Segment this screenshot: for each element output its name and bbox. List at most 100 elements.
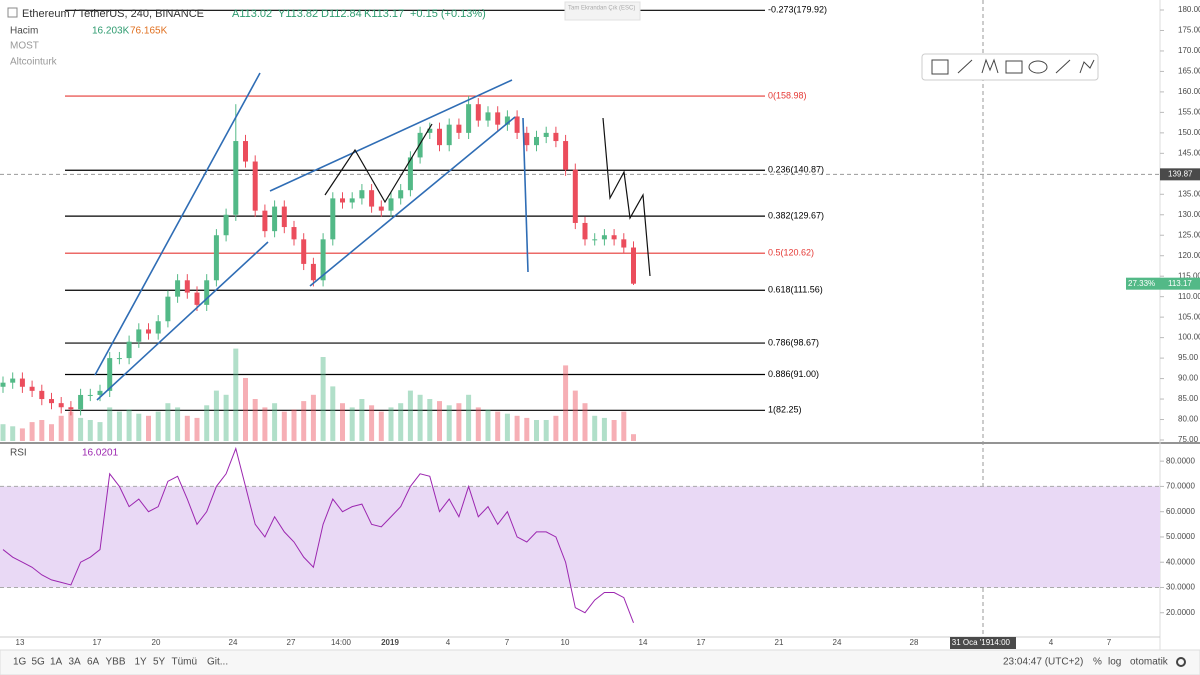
rsi-band (0, 486, 1160, 588)
volume-bar (281, 411, 287, 441)
indicator-name[interactable]: Altcointurk (10, 57, 58, 68)
ohlc-high: Y113.82 (278, 8, 318, 20)
volume-bar (534, 420, 539, 441)
tool-icon[interactable] (1079, 59, 1095, 74)
volume-bar (146, 415, 151, 441)
log-toggle[interactable]: log (1108, 657, 1121, 668)
crosshair-label: 139.87 (1168, 169, 1193, 178)
volume-bar (262, 407, 268, 441)
candle-body (582, 222, 588, 240)
rsi-tick-label: 80.0000 (1166, 456, 1195, 465)
price-tick-label: 80.00 (1178, 415, 1199, 424)
rsi-tick-label: 70.0000 (1166, 482, 1195, 491)
range-button[interactable]: 3A (69, 657, 82, 668)
indicator-name[interactable]: MOST (10, 41, 39, 52)
time-label: 4 (1049, 638, 1054, 647)
candle-body (359, 190, 365, 199)
exit-fullscreen[interactable]: Tam Ekrandan Çık (ESC) (568, 6, 635, 12)
time-label: 14 (639, 638, 648, 647)
time-label: 10 (561, 638, 570, 647)
candle-body (310, 263, 316, 281)
volume-bar (543, 420, 549, 441)
range-button[interactable]: 5Y (153, 657, 166, 668)
candle-body (10, 378, 16, 383)
tool-icon[interactable] (957, 59, 973, 74)
range-button[interactable]: 1A (50, 657, 63, 668)
candle-body (116, 358, 122, 360)
range-button[interactable]: 1Y (135, 657, 148, 668)
volume-bar (58, 415, 64, 441)
volume-bar (126, 409, 132, 441)
candle-body (39, 390, 45, 400)
auto-toggle[interactable]: otomatik (1130, 657, 1169, 668)
fullscreen-tooltip[interactable] (564, 1, 641, 21)
candle-body (136, 329, 142, 342)
candle-body (58, 403, 64, 408)
volume-bar (87, 420, 93, 441)
rsi-title[interactable]: RSI (10, 448, 27, 459)
volume-bar (10, 426, 16, 441)
candle-body (437, 128, 442, 146)
range-button[interactable]: 6A (87, 657, 100, 668)
price-tick-label: 75.00 (1178, 435, 1199, 444)
rsi-tick-label: 60.0000 (1166, 507, 1195, 516)
rsi-tick-label: 50.0000 (1166, 532, 1195, 541)
candle-body (407, 157, 413, 191)
tool-icon[interactable] (1005, 60, 1023, 74)
price-tick-label: 90.00 (1178, 374, 1199, 383)
tool-icon[interactable] (1028, 60, 1048, 74)
candle-body (398, 190, 404, 199)
volume-bar (563, 365, 569, 441)
time-label: 27 (287, 638, 296, 647)
volume-bar (524, 417, 530, 441)
time-label: 2019 (381, 638, 399, 647)
candle-body (194, 292, 200, 305)
candle-body (19, 378, 25, 387)
pattern-line (324, 123, 433, 204)
volume-bar (601, 417, 607, 441)
time-label: 24 (229, 638, 238, 647)
trend-line (96, 241, 269, 401)
time-label: 24 (833, 638, 842, 647)
fib-label: 0.786(98.67) (768, 337, 819, 347)
candle-body (534, 136, 539, 146)
candle-body (0, 382, 6, 387)
tool-icon[interactable] (981, 58, 999, 74)
indicator-name[interactable]: Hacim (10, 26, 38, 37)
goto-button[interactable]: Git... (207, 657, 228, 668)
volume-bar (107, 407, 113, 441)
price-tick-label: 105.00 (1178, 312, 1200, 321)
ohlc-close: K113.17 (364, 8, 404, 20)
range-button[interactable]: 1G (13, 657, 27, 668)
volume-bar (252, 399, 258, 441)
candle-body (243, 141, 248, 162)
candle-body (466, 104, 472, 133)
price-tick-label: 110.00 (1178, 292, 1200, 301)
tool-icon[interactable] (1055, 59, 1071, 74)
candle-body (165, 296, 171, 322)
settings-icon[interactable] (1176, 657, 1186, 667)
candle-body (262, 210, 268, 232)
volume-bar (136, 413, 142, 441)
range-button[interactable]: Tümü (172, 657, 198, 668)
price-tick-label: 115.00 (1178, 271, 1200, 280)
price-tick-label: 150.00 (1178, 128, 1200, 137)
collapse-icon[interactable] (7, 7, 18, 18)
candle-body (563, 141, 569, 170)
range-button[interactable]: 5G (32, 657, 46, 668)
candle-body (175, 280, 181, 297)
volume-bar (320, 357, 326, 441)
percent-toggle[interactable]: % (1093, 657, 1102, 668)
candle-body (68, 407, 74, 410)
tool-icon[interactable] (931, 59, 949, 75)
volume-bar (582, 403, 588, 441)
price-tick-label: 165.00 (1178, 67, 1200, 76)
price-tick-label: 175.00 (1178, 26, 1200, 35)
candle-body (485, 112, 491, 121)
range-button[interactable]: YBB (106, 657, 126, 668)
time-label: 14:00 (990, 638, 1011, 647)
candle-body (631, 247, 636, 284)
volume-bar (243, 378, 248, 441)
trend-line (309, 116, 516, 287)
